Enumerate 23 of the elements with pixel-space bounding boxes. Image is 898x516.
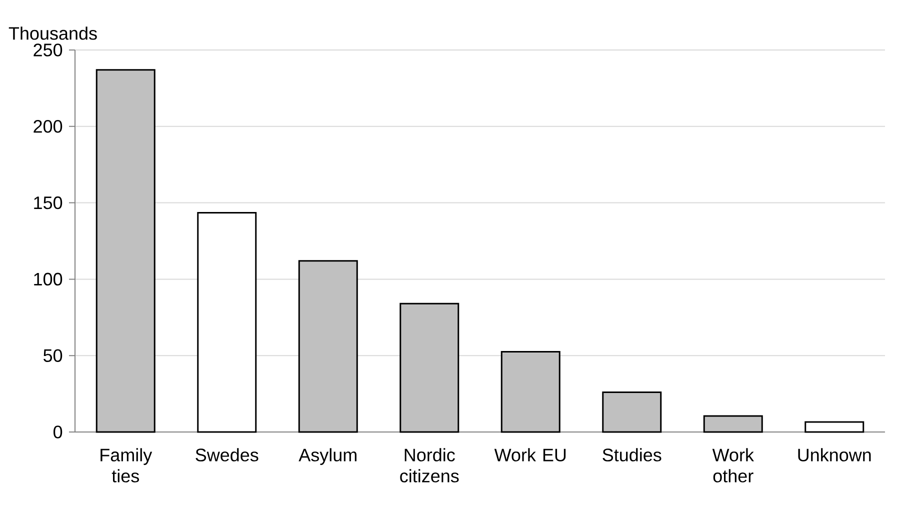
bar [602, 392, 662, 433]
y-tick-label: 200 [34, 120, 62, 133]
bar [400, 302, 460, 433]
x-tick-label: Unknown [798, 448, 871, 462]
y-tick-label: 0 [54, 426, 62, 438]
y-tick-label: 100 [34, 272, 62, 286]
y-axis-title: Thousands [8, 26, 97, 40]
x-tick-label: Nordic citizens [400, 448, 459, 482]
y-tick-label: 150 [34, 196, 62, 210]
bar [96, 69, 156, 433]
bar [804, 421, 864, 433]
x-tick-label: Asylum [298, 448, 356, 465]
x-tick-label: Family ties [100, 448, 152, 482]
x-tick-label: Studies [602, 448, 662, 462]
bar [298, 260, 358, 433]
bar [703, 415, 763, 433]
x-tick-label: Swedes [196, 448, 258, 462]
y-tick-label: 250 [34, 44, 62, 56]
bar [500, 351, 560, 433]
bar [197, 212, 257, 433]
x-tick-label: Work EU [494, 448, 566, 462]
y-tick-label: 50 [44, 349, 62, 362]
x-tick-label: Work other [712, 448, 754, 482]
